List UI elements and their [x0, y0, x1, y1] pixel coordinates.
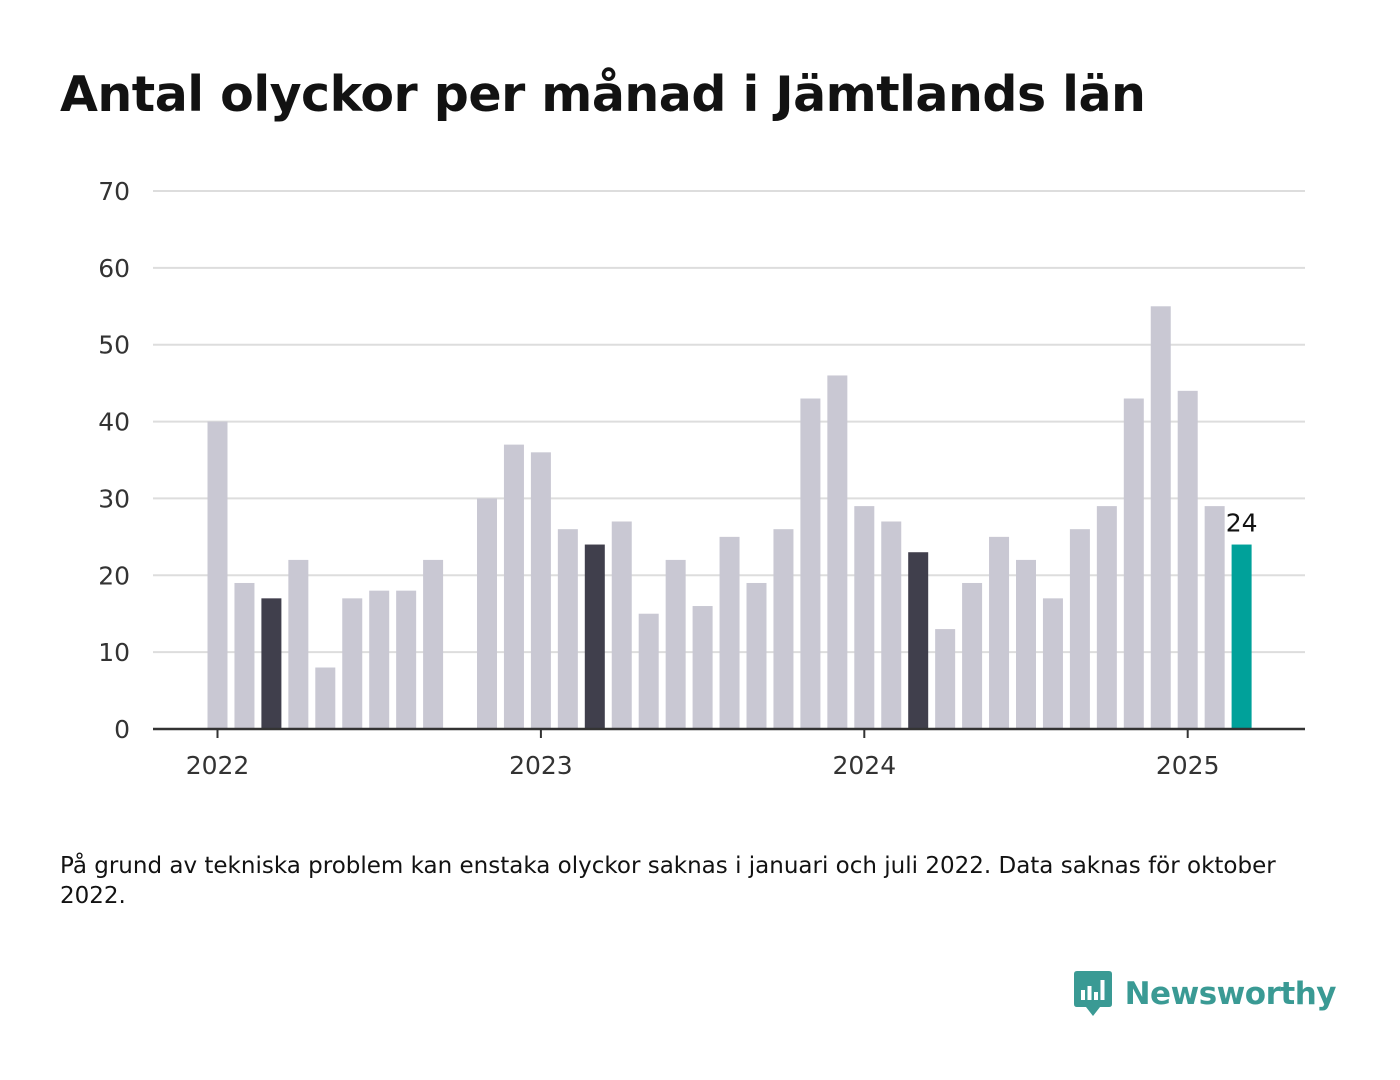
bar: [881, 521, 902, 729]
x-tick-label: 2024: [832, 751, 896, 780]
bar: [746, 582, 767, 729]
bar: [1042, 598, 1063, 729]
bar-latest: [1231, 544, 1252, 729]
bar: [369, 590, 390, 729]
bar: [315, 667, 336, 729]
bar: [962, 582, 983, 729]
bar: [530, 452, 551, 729]
newsworthy-logo: Newsworthy: [1073, 970, 1337, 1018]
y-tick-label: 0: [114, 715, 130, 744]
y-tick-label: 10: [98, 638, 130, 667]
bar: [1016, 559, 1036, 729]
bars: [207, 306, 1252, 729]
bar-chart-speech-bubble-icon: [1073, 971, 1112, 1016]
chart-title: Antal olyckor per månad i Jämtlands län: [60, 66, 1146, 123]
bar: [557, 529, 578, 729]
bar: [1177, 390, 1198, 729]
x-tick-label: 2023: [509, 751, 573, 780]
bar-chart: 0 10 20 30 40 50 60 70 2022 2023 2024 2025 24: [98, 177, 1305, 780]
bar: [1096, 506, 1117, 729]
x-axis: 2022 2023 2024 2025: [153, 727, 1305, 780]
data-label: 24: [1226, 509, 1258, 538]
bar: [423, 559, 444, 729]
brand-name: Newsworthy: [1124, 976, 1337, 1012]
bar: [989, 536, 1010, 729]
y-tick-label: 60: [98, 254, 130, 283]
bar: [935, 629, 956, 729]
bar: [477, 498, 497, 729]
bar-highlighted: [584, 544, 605, 729]
x-tick-label: 2022: [186, 751, 250, 780]
bar-highlighted: [261, 598, 282, 729]
bar: [1069, 529, 1090, 729]
bar: [288, 559, 309, 729]
bar: [692, 606, 713, 729]
bar: [234, 582, 255, 729]
bar: [207, 421, 228, 729]
bar: [1150, 306, 1171, 729]
bar-highlighted: [908, 552, 929, 729]
x-tick-label: 2025: [1156, 751, 1220, 780]
bar: [854, 506, 875, 729]
bar: [719, 536, 740, 729]
bar: [396, 590, 417, 729]
footnote: På grund av tekniska problem kan enstaka…: [60, 853, 1276, 909]
y-tick-label: 70: [98, 177, 130, 206]
bar: [1123, 398, 1144, 729]
y-tick-label: 40: [98, 408, 130, 437]
y-tick-labels: 0 10 20 30 40 50 60 70: [98, 177, 130, 744]
bar: [342, 598, 363, 729]
bar: [503, 444, 524, 729]
bar: [800, 398, 821, 729]
bar: [1204, 506, 1225, 729]
bar: [611, 521, 632, 729]
data-labels: 24: [1223, 506, 1260, 540]
bar: [665, 559, 686, 729]
y-tick-label: 20: [98, 561, 130, 590]
bar: [773, 529, 794, 729]
y-tick-label: 30: [98, 484, 130, 513]
bar: [638, 613, 659, 729]
bar: [827, 375, 848, 729]
y-tick-label: 50: [98, 331, 130, 360]
